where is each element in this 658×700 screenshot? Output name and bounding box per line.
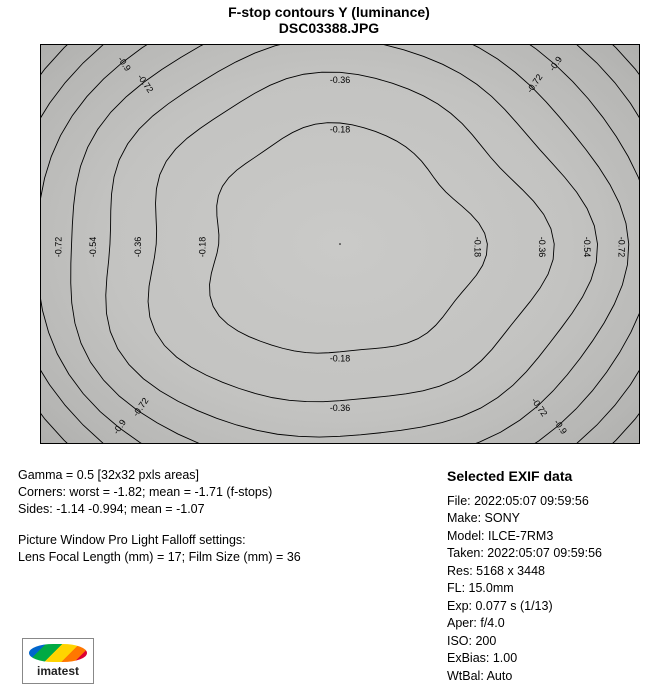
exif-fl: FL: 15.0mm	[447, 580, 602, 598]
exif-panel: Selected EXIF data File: 2022:05:07 09:5…	[447, 467, 602, 685]
imatest-logo: imatest	[22, 638, 94, 684]
logo-text: imatest	[37, 664, 79, 678]
exif-iso: ISO: 200	[447, 633, 602, 651]
page-root: F-stop contours Y (luminance) DSC03388.J…	[0, 0, 658, 700]
svg-text:-0.54: -0.54	[88, 237, 98, 257]
svg-text:-0.36: -0.36	[537, 237, 547, 257]
svg-text:-0.9: -0.9	[547, 55, 564, 73]
exif-res: Res: 5168 x 3448	[447, 563, 602, 581]
exif-aper: Aper: f/4.0	[447, 615, 602, 633]
corners-line: Corners: worst = -1.82; mean = -1.71 (f-…	[18, 484, 301, 501]
svg-text:-0.72: -0.72	[530, 396, 550, 418]
exif-model: Model: ILCE-7RM3	[447, 528, 602, 546]
exif-exbias: ExBias: 1.00	[447, 650, 602, 668]
svg-text:-0.18: -0.18	[198, 237, 208, 257]
exif-file: File: 2022:05:07 09:59:56	[447, 493, 602, 511]
gamma-line: Gamma = 0.5 [32x32 pxls areas]	[18, 467, 301, 484]
pw-heading: Picture Window Pro Light Falloff setting…	[18, 532, 301, 549]
svg-text:-0.36: -0.36	[330, 403, 350, 413]
logo-rainbow-icon	[29, 644, 87, 662]
exif-wtbal: WtBal: Auto	[447, 668, 602, 686]
sides-line: Sides: -1.14 -0.994; mean = -1.07	[18, 501, 301, 518]
chart-title-line2: DSC03388.JPG	[0, 20, 658, 36]
svg-text:-0.18: -0.18	[472, 237, 482, 257]
exif-taken: Taken: 2022:05:07 09:59:56	[447, 545, 602, 563]
svg-text:-0.72: -0.72	[131, 396, 151, 418]
svg-text:-0.72: -0.72	[617, 237, 627, 257]
svg-text:-0.36: -0.36	[133, 237, 143, 257]
chart-title-line1: F-stop contours Y (luminance)	[0, 4, 658, 20]
svg-text:-0.54: -0.54	[582, 237, 592, 257]
exif-exp: Exp: 0.077 s (1/13)	[447, 598, 602, 616]
chart-title-block: F-stop contours Y (luminance) DSC03388.J…	[0, 0, 658, 36]
svg-text:-0.72: -0.72	[136, 72, 156, 94]
svg-text:-0.9: -0.9	[111, 418, 128, 436]
svg-text:-0.9: -0.9	[552, 418, 569, 436]
exif-heading: Selected EXIF data	[447, 467, 602, 487]
svg-text:-0.72: -0.72	[525, 72, 545, 94]
analysis-summary: Gamma = 0.5 [32x32 pxls areas] Corners: …	[18, 467, 301, 565]
contour-plot: -0.18 -0.18 -0.18 -0.18 -0.36 -0.36 -0.36 -0.36…	[40, 44, 640, 444]
exif-make: Make: SONY	[447, 510, 602, 528]
svg-text:-0.18: -0.18	[330, 353, 350, 363]
svg-text:-0.9: -0.9	[116, 55, 133, 73]
contour-overlay: -0.18 -0.18 -0.18 -0.18 -0.36 -0.36 -0.36 -0.36…	[41, 45, 639, 443]
svg-text:-0.36: -0.36	[330, 75, 350, 85]
svg-text:-0.72: -0.72	[53, 237, 63, 257]
pw-lens-line: Lens Focal Length (mm) = 17; Film Size (…	[18, 549, 301, 566]
svg-text:-0.18: -0.18	[330, 125, 350, 135]
